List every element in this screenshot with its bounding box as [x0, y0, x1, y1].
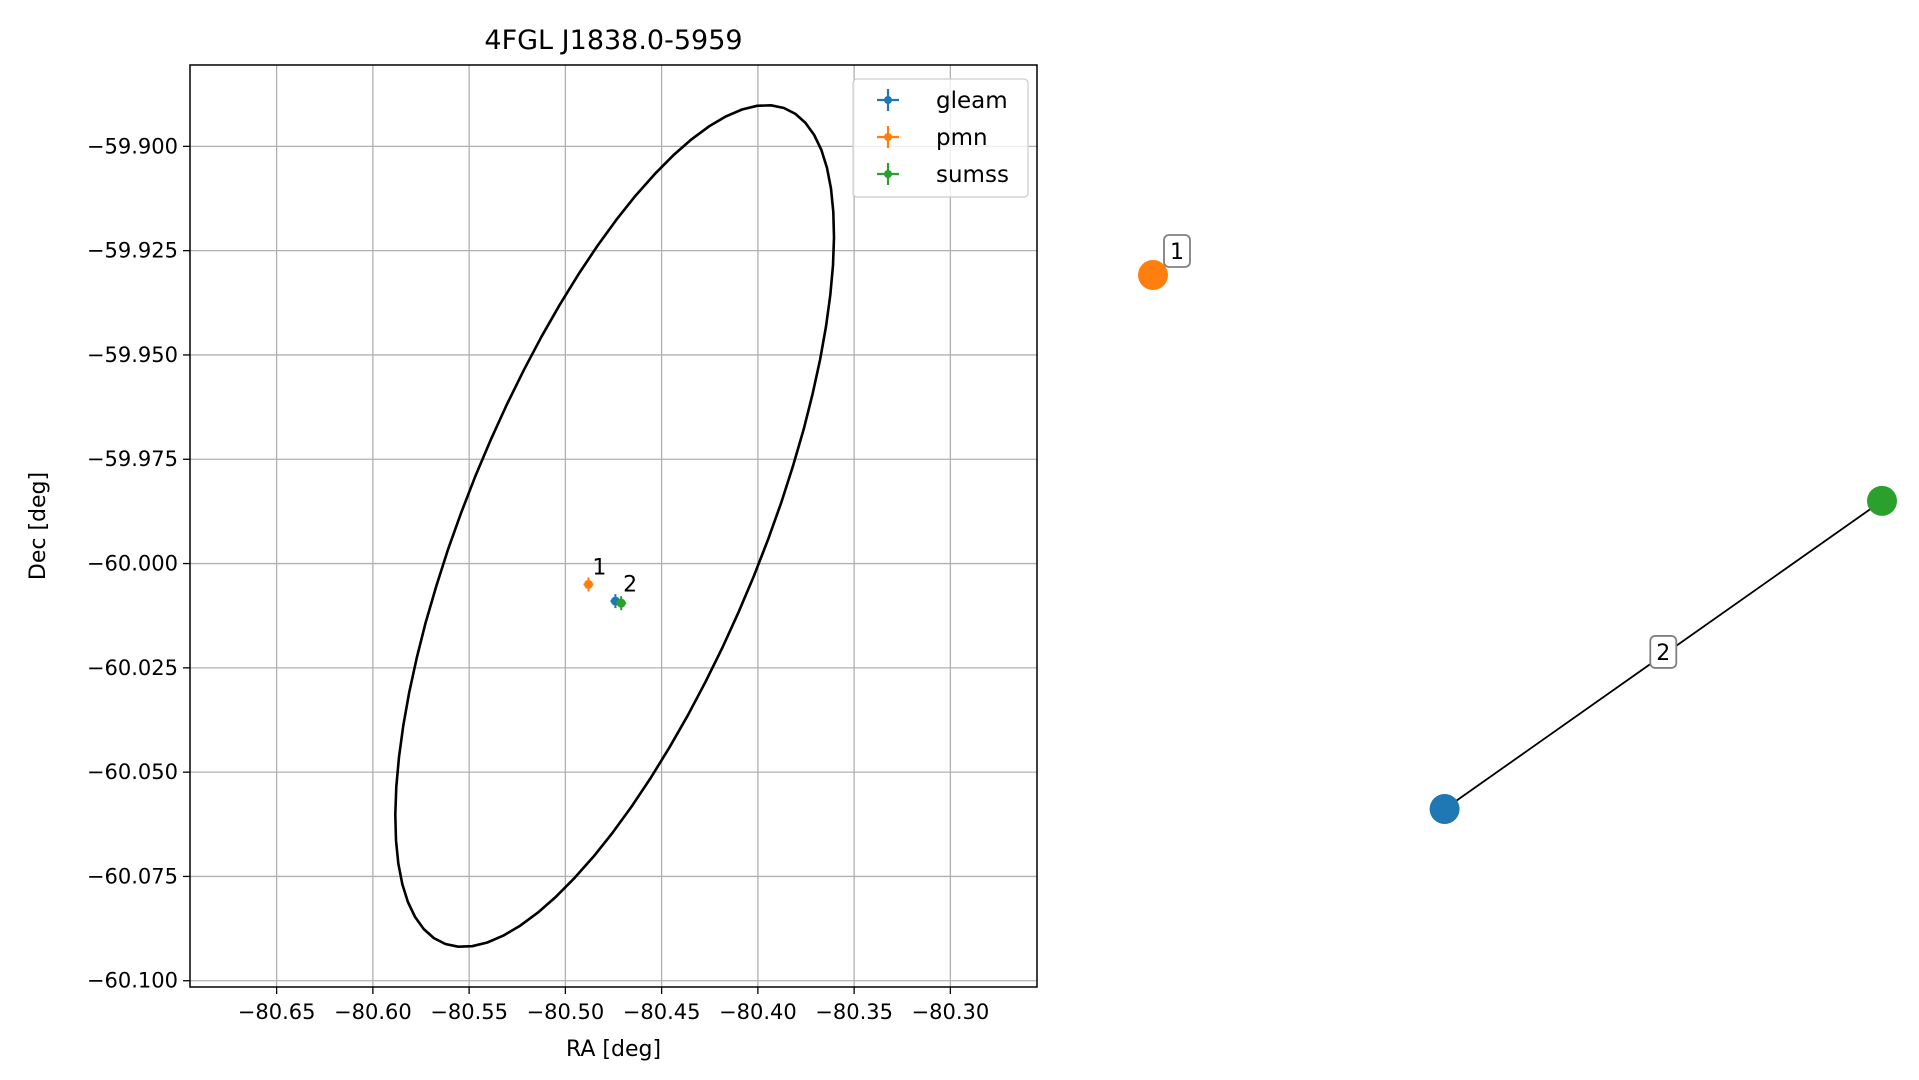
- marker-sumss: [616, 598, 626, 608]
- y-tick-label: −60.050: [87, 760, 178, 784]
- error-ellipse: [393, 104, 836, 949]
- legend-entries: gleam pmn sumss: [877, 88, 1009, 188]
- legend-entry-pmn: pmn: [877, 125, 988, 151]
- legend-entry-gleam: gleam: [877, 88, 1008, 114]
- graph-node-gleam: [1429, 794, 1460, 824]
- x-tick-label: −80.60: [334, 1000, 412, 1024]
- x-tick-label: −80.45: [623, 1000, 701, 1024]
- y-tick-label: −59.975: [87, 447, 178, 471]
- x-tick-label: −80.55: [430, 1000, 508, 1024]
- point-annotations: 12: [592, 556, 637, 598]
- annotation-label: 2: [623, 572, 637, 597]
- graph-label: 1: [1163, 234, 1191, 268]
- y-tick-label: −59.900: [87, 134, 178, 158]
- x-tick-label: −80.40: [719, 1000, 797, 1024]
- y-axis-ticks: −59.900 −59.925 −59.950 −59.975 −60.000 −60.0…: [87, 134, 190, 993]
- y-tick-label: −60.100: [87, 969, 178, 993]
- graph-label-box: [1649, 635, 1678, 669]
- scatter-plot: 12 −80.65 −80.60 −80.55 −80.50 −80.45 −80.40−…: [26, 25, 1038, 1062]
- graph-label-text: 1: [1170, 240, 1184, 265]
- legend-marker-dot: [884, 170, 892, 178]
- x-axis-label: RA [deg]: [566, 1037, 661, 1062]
- x-axis-ticks: −80.65 −80.60 −80.55 −80.50 −80.45 −80.40 −80.…: [238, 987, 989, 1024]
- legend-marker-dot: [884, 96, 892, 104]
- y-tick-label: −60.000: [87, 552, 178, 576]
- graph-label: 2: [1649, 635, 1678, 669]
- legend-label: sumss: [936, 162, 1009, 188]
- graph-labels: 12: [1163, 234, 1678, 669]
- error-ellipse-layer: [393, 104, 836, 949]
- annotation-label: 1: [592, 556, 606, 581]
- graph-node-pmn: [1138, 260, 1168, 290]
- x-tick-label: −80.35: [815, 1000, 893, 1024]
- marker-pmn: [583, 579, 593, 589]
- x-tick-label: −80.50: [527, 1000, 605, 1024]
- graph-node-sumss: [1867, 485, 1897, 516]
- y-tick-label: −60.075: [87, 864, 178, 888]
- association-graph: 12: [1138, 234, 1897, 824]
- legend-box: [852, 78, 1029, 198]
- data-points: [583, 577, 627, 611]
- y-tick-label: −60.025: [87, 656, 178, 680]
- legend: gleam pmn sumss: [852, 78, 1029, 198]
- legend-marker-dot: [884, 133, 892, 141]
- graph-label-box: [1163, 234, 1191, 268]
- point-pmn: [583, 577, 594, 592]
- x-tick-label: −80.30: [912, 1000, 990, 1024]
- legend-label: gleam: [936, 88, 1008, 114]
- graph-label-text: 2: [1656, 641, 1670, 666]
- y-axis-label: Dec [deg]: [26, 472, 51, 580]
- plot-frame: [189, 64, 1038, 988]
- legend-label: pmn: [936, 125, 988, 151]
- graph-nodes: [1138, 260, 1897, 824]
- y-tick-label: −59.950: [87, 343, 178, 367]
- x-tick-label: −80.65: [238, 1000, 316, 1024]
- legend-entry-sumss: sumss: [877, 162, 1009, 188]
- chart-title: 4FGL J1838.0-5959: [484, 25, 742, 56]
- point-sumss: [616, 596, 627, 611]
- grid: [190, 65, 1037, 987]
- y-tick-label: −59.925: [87, 239, 178, 263]
